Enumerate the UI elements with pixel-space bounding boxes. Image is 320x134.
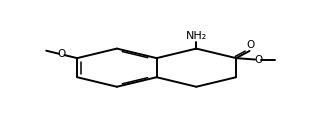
Text: NH₂: NH₂ xyxy=(186,31,207,41)
Text: O: O xyxy=(58,49,66,59)
Text: O: O xyxy=(246,40,254,50)
Text: O: O xyxy=(254,55,262,65)
